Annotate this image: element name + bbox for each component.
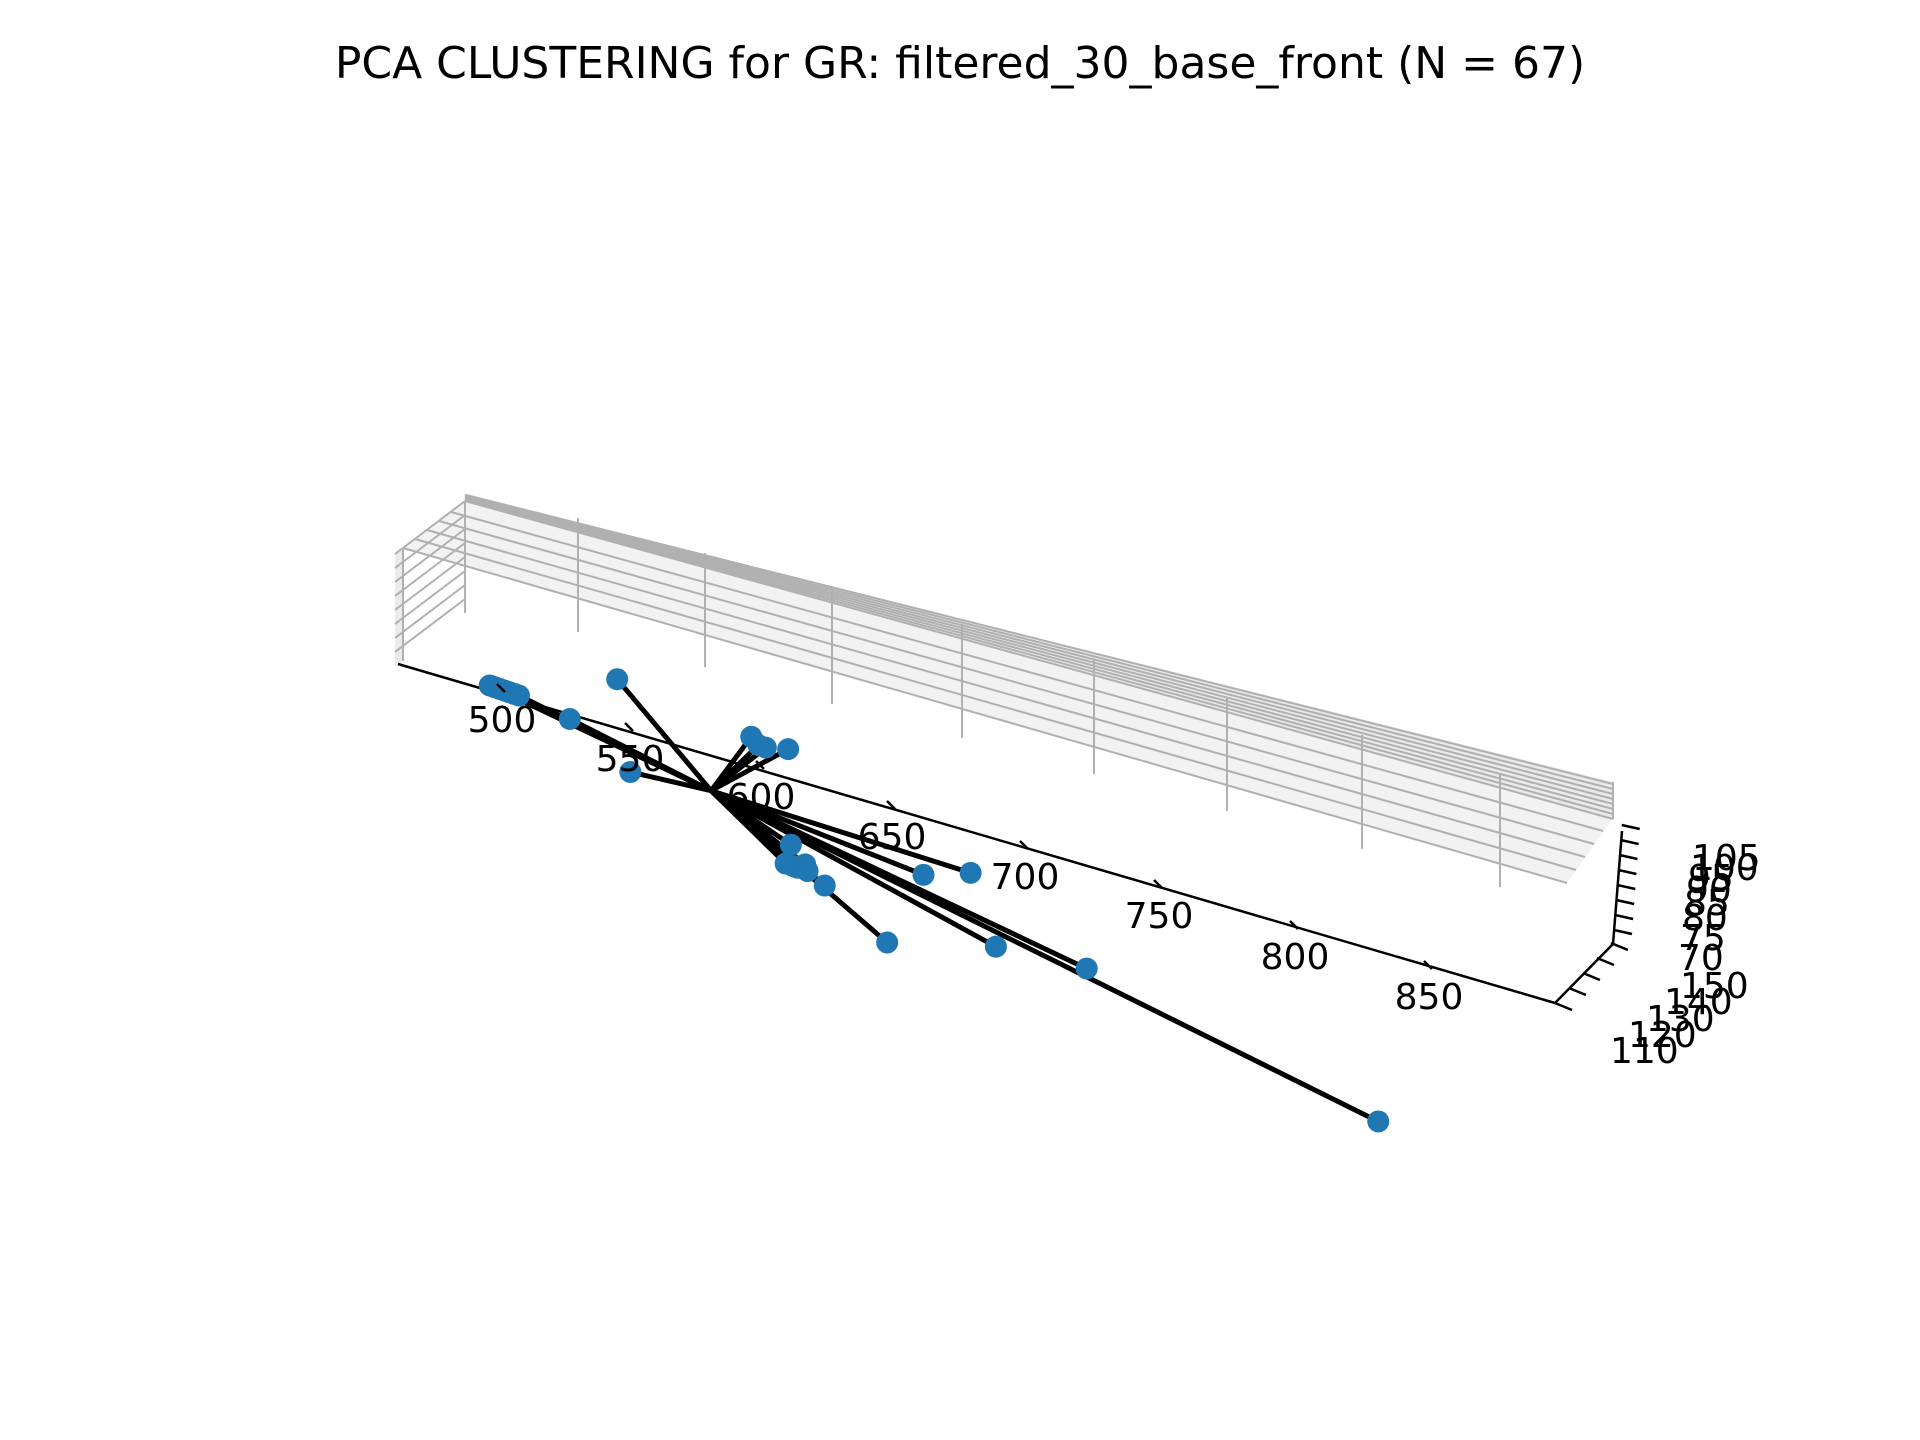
z-tick-label: 105 [1692, 838, 1761, 879]
y-tick-label: 130 [1646, 999, 1715, 1040]
x-tick-label: 850 [1395, 977, 1464, 1018]
z-tick-mark [1619, 853, 1638, 861]
x-tick-mark [755, 760, 765, 770]
z-tick-mark [1621, 823, 1640, 831]
y-tick-mark [1596, 956, 1615, 967]
cluster-ray [567, 716, 714, 794]
data-point [984, 935, 1007, 958]
data-point [876, 931, 899, 954]
y-tick-mark [1610, 941, 1629, 952]
z-gridline [464, 499, 1614, 815]
z-gridline [464, 497, 1614, 805]
z-tick-label: 90 [1686, 870, 1732, 911]
x-tick-mark [1423, 960, 1433, 970]
z-gridline [464, 495, 1614, 795]
left-wall-gridline [394, 528, 466, 583]
data-point [754, 736, 777, 759]
x-axis-line [397, 662, 1556, 1005]
z-tick-mark [1615, 898, 1635, 906]
z-tick-label: 80 [1682, 898, 1728, 939]
cluster-ray [708, 788, 974, 876]
floor-gridline [438, 520, 1595, 845]
data-point [912, 863, 935, 886]
data-point [796, 860, 819, 883]
z-tick-label: 100 [1690, 848, 1759, 889]
x-tick-label: 750 [1125, 896, 1194, 937]
y-tick-label: 140 [1664, 982, 1733, 1023]
data-point [959, 861, 982, 884]
floor-gridline [402, 547, 1568, 884]
data-point [1075, 957, 1098, 980]
data-point [606, 668, 629, 691]
left-wall-gridline [394, 514, 466, 569]
floor-gridline [426, 529, 1586, 858]
left-wall-gridline [394, 556, 466, 611]
grid [394, 493, 1614, 887]
y-tick-mark [1568, 986, 1587, 997]
left-wall-gridline [394, 500, 466, 555]
x-tick-mark [1153, 879, 1163, 889]
z-tick-mark [1617, 883, 1636, 891]
z-gridline [464, 496, 1614, 800]
cluster-ray [614, 676, 714, 794]
y-tick-label: 150 [1680, 966, 1749, 1007]
z-gridline [464, 493, 1614, 785]
z-tick-label: 70 [1678, 938, 1724, 979]
data-point [813, 874, 836, 897]
chart-title: PCA CLUSTERING for GR: filtered_30_base_… [335, 38, 1585, 89]
x-tick-mark [1019, 840, 1029, 850]
z-gridline [464, 500, 1614, 820]
left-wall-gridline [394, 598, 466, 653]
x-tick-label: 500 [468, 700, 537, 741]
x-tick-mark [886, 800, 896, 810]
left-wall-gridline [394, 584, 466, 639]
floor-gridline [414, 538, 1577, 871]
x-tick-label: 550 [596, 739, 665, 780]
x-tick-label: 650 [858, 817, 927, 858]
data-point [777, 738, 800, 761]
data-point [558, 707, 581, 730]
z-tick-label: 85 [1684, 883, 1730, 924]
floor-gridline [450, 511, 1604, 832]
z-gridline [464, 498, 1614, 810]
data-point [1367, 1110, 1390, 1133]
y-tick-mark [1582, 971, 1601, 982]
data-point [507, 684, 530, 707]
z-tick-label: 95 [1688, 858, 1734, 899]
tick-labels: 5005506006507007508008501101201301401507… [468, 683, 1761, 1072]
z-gridline [464, 494, 1614, 790]
floor-pane [403, 501, 1613, 883]
cluster-ray [708, 788, 1381, 1124]
x-tick-label: 700 [991, 857, 1060, 898]
z-tick-label: 75 [1680, 918, 1726, 959]
z-axis-line [1611, 830, 1624, 945]
x-tick-mark [1289, 920, 1299, 930]
left-wall-gridline [394, 570, 466, 625]
x-tick-mark [496, 683, 506, 693]
x-tick-mark [624, 722, 634, 732]
cluster-ray [627, 769, 714, 794]
left-wall-gridline [394, 542, 466, 597]
z-tick-mark [1613, 928, 1633, 936]
y-tick-label: 120 [1628, 1015, 1697, 1056]
y-tick-label: 110 [1610, 1031, 1679, 1072]
data-point [779, 833, 802, 856]
z-tick-mark [1620, 838, 1639, 846]
x-tick-label: 600 [727, 777, 796, 818]
data-point [619, 761, 642, 784]
z-tick-mark [1618, 868, 1637, 876]
y-tick-mark [1554, 1001, 1573, 1012]
cluster-ray [708, 746, 791, 794]
x-tick-label: 800 [1261, 937, 1330, 978]
z-tick-mark [1614, 913, 1634, 921]
